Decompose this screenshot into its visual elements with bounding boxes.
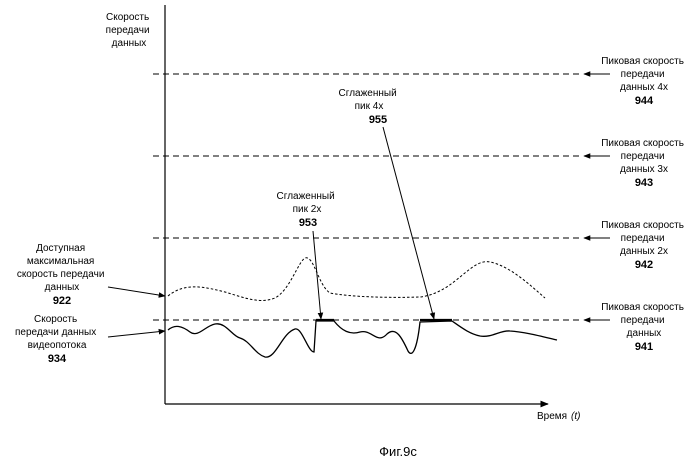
x-axis-variable: (t) [571, 411, 580, 422]
available-max-rate-arrow [107, 286, 166, 298]
svg-text:Доступная максимальная: Доступная максимальная скорость передачи… [17, 243, 107, 293]
y-axis-label: Скорость передачи данных [106, 12, 153, 49]
svg-text:Пиковая скорость передач: Пиковая скорость передачи данных [601, 302, 687, 339]
callout-4x-arrow [382, 126, 436, 320]
svg-text:944: 944 [635, 95, 654, 107]
svg-text:942: 942 [635, 259, 653, 271]
svg-text:Пиковая скорость передач: Пиковая скорость передачи данных 3x [601, 138, 687, 175]
label-peak-1x: Пиковая скорость передачи данных 941 [601, 302, 687, 353]
svg-text:955: 955 [369, 114, 387, 126]
label-peak-3x: Пиковая скорость передачи данных 3x 943 [601, 138, 687, 189]
video-stream-rate-arrow [107, 328, 166, 338]
video-stream-rate-curve [167, 320, 558, 358]
svg-text:Пиковая скорость передач: Пиковая скорость передачи данных 2x [601, 220, 687, 257]
callout-smoothed-peak-4x: Сглаженный пик 4x 955 [339, 88, 400, 126]
label-peak-2x: Пиковая скорость передачи данных 2x 942 [601, 220, 687, 271]
callout-2x-arrow [312, 230, 324, 320]
svg-text:Скорость передачи данных: Скорость передачи данных видеопотока [15, 314, 99, 351]
svg-text:943: 943 [635, 177, 653, 189]
figure-caption: Фиг.9с [379, 444, 417, 459]
svg-text:934: 934 [48, 353, 67, 365]
available-max-rate-curve [167, 257, 546, 301]
label-video-stream-rate: Скорость передачи данных видеопотока 934 [15, 314, 99, 365]
x-axis-label: Время [537, 411, 567, 422]
svg-text:953: 953 [299, 217, 317, 229]
label-available-max-rate: Доступная максимальная скорость передачи… [17, 243, 107, 307]
svg-text:Сглаженный пик 4x: Сглаженный пик 4x [339, 88, 400, 112]
svg-text:922: 922 [53, 295, 71, 307]
svg-text:Сглаженный пик 2x: Сглаженный пик 2x [277, 191, 338, 215]
svg-text:941: 941 [635, 341, 653, 353]
svg-text:Пиковая скорость передач: Пиковая скорость передачи данных 4x [601, 56, 687, 93]
label-peak-4x: Пиковая скорость передачи данных 4x 944 [601, 56, 687, 107]
callout-smoothed-peak-2x: Сглаженный пик 2x 953 [277, 191, 338, 229]
